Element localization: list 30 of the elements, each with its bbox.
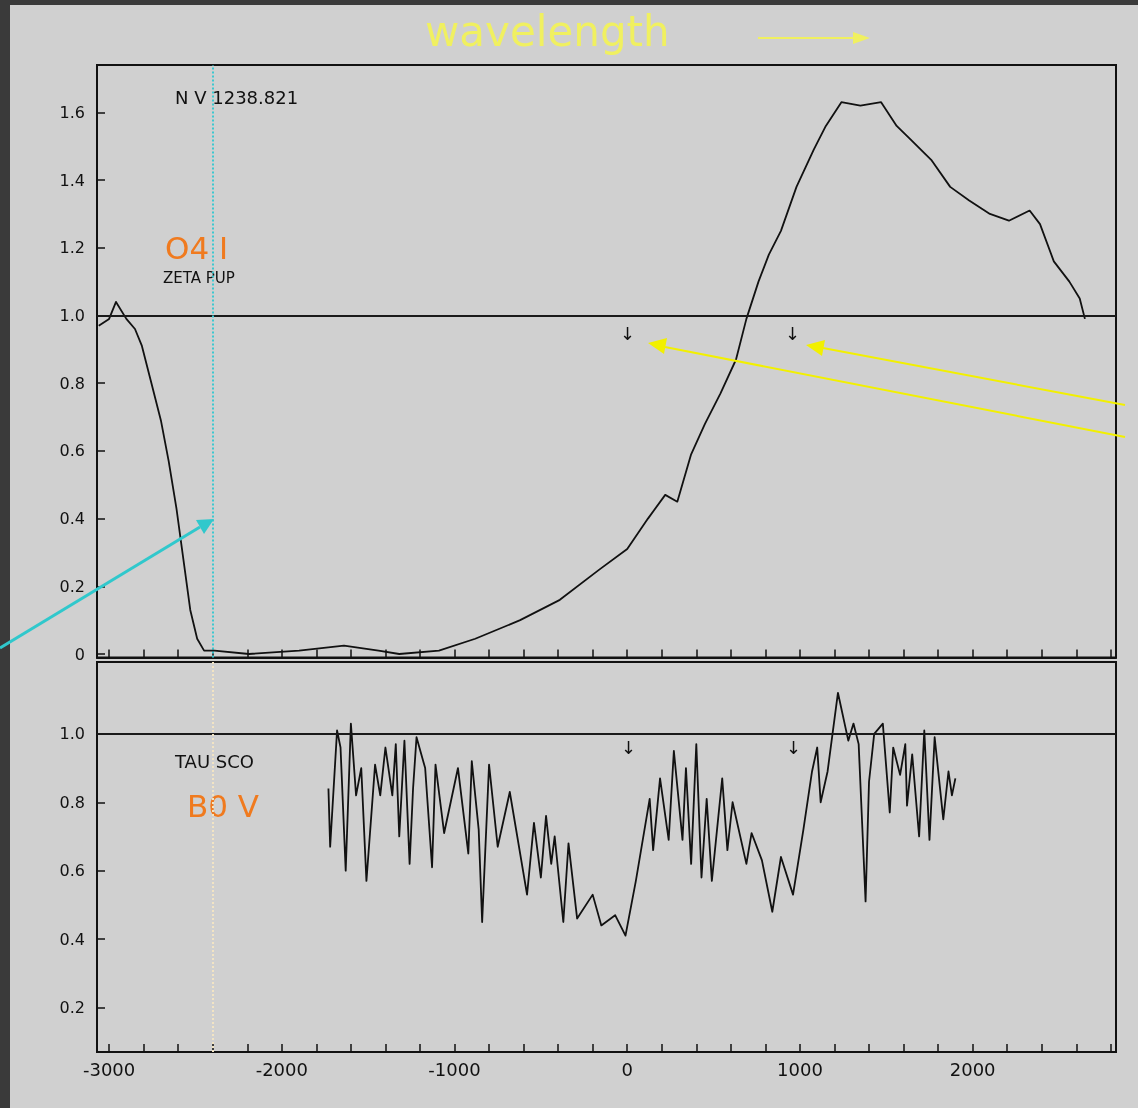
x-tick-label: -1000: [428, 1058, 481, 1080]
annotation: O4 I: [165, 229, 229, 266]
y-tick-label: 0.4: [59, 929, 85, 949]
annotation: B0 V: [187, 787, 260, 824]
annotation: ZETA PUP: [163, 268, 235, 287]
annotation: N V 1238.821: [175, 86, 299, 108]
x-tick-label: 2000: [949, 1058, 996, 1080]
y-tick-label: 0.6: [59, 441, 85, 461]
y-tick-label: 0.2: [59, 998, 85, 1018]
annotation: ↓: [786, 736, 802, 758]
y-tick-label: 0.8: [59, 373, 85, 393]
y-tick-label: 0.2: [59, 576, 85, 596]
annotation: ↓: [620, 322, 636, 344]
y-tick-label: 1.6: [59, 102, 85, 122]
annotation: ↓: [621, 736, 637, 758]
y-tick-label: 1.2: [59, 238, 85, 258]
y-tick-label: 1.0: [59, 724, 85, 744]
x-tick-label: 1000: [777, 1058, 823, 1080]
annotation: TAU SCO: [174, 750, 254, 772]
annotation: ↓: [785, 322, 801, 344]
y-tick-label: 0.8: [59, 792, 85, 812]
y-tick-label: 0: [74, 644, 85, 664]
y-tick-label: 1.4: [59, 170, 85, 190]
x-tick-label: -2000: [255, 1058, 308, 1080]
y-tick-label: 1.0: [59, 305, 85, 325]
x-tick-label: -3000: [82, 1058, 136, 1080]
chart-title: wavelength: [425, 6, 670, 56]
x-tick-label: 0: [621, 1058, 633, 1080]
y-tick-label: 0.6: [59, 861, 85, 881]
y-tick-label: 0.4: [59, 509, 85, 529]
